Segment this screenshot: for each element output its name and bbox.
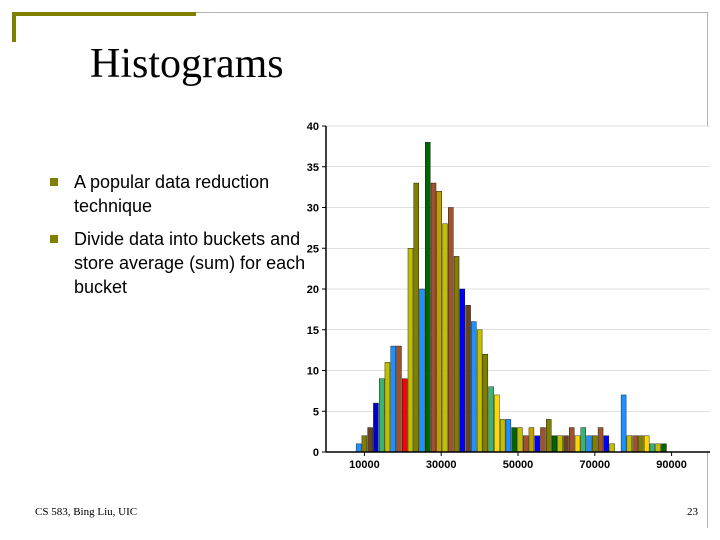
svg-text:30: 30: [307, 203, 319, 215]
list-item: Divide data into buckets and store avera…: [50, 227, 320, 300]
svg-text:40: 40: [307, 121, 319, 133]
svg-text:25: 25: [307, 243, 319, 255]
bullet-list: A popular data reduction technique Divid…: [50, 170, 320, 307]
svg-text:70000: 70000: [580, 459, 611, 471]
corner-accent: [12, 12, 196, 42]
footer-citation: CS 583, Bing Liu, UIC: [35, 506, 137, 518]
bullet-icon: [50, 235, 58, 243]
svg-text:0: 0: [313, 447, 319, 459]
bullet-icon: [50, 178, 58, 186]
histogram-chart: 0 5 10 15 20 25 30 35 40 10000 30000 50000 70000 9000…: [288, 120, 718, 480]
svg-text:10: 10: [307, 366, 319, 378]
svg-text:30000: 30000: [426, 459, 457, 471]
svg-text:5: 5: [313, 406, 319, 418]
page-number: 23: [687, 506, 698, 518]
svg-text:10000: 10000: [349, 459, 380, 471]
list-item: A popular data reduction technique: [50, 170, 320, 219]
svg-text:35: 35: [307, 162, 319, 174]
page-title: Histograms: [90, 40, 284, 88]
svg-text:90000: 90000: [656, 459, 687, 471]
bullet-text: A popular data reduction technique: [74, 170, 320, 219]
bullet-text: Divide data into buckets and store avera…: [74, 227, 320, 300]
svg-text:15: 15: [307, 325, 319, 337]
svg-text:50000: 50000: [503, 459, 534, 471]
svg-text:20: 20: [307, 284, 319, 296]
